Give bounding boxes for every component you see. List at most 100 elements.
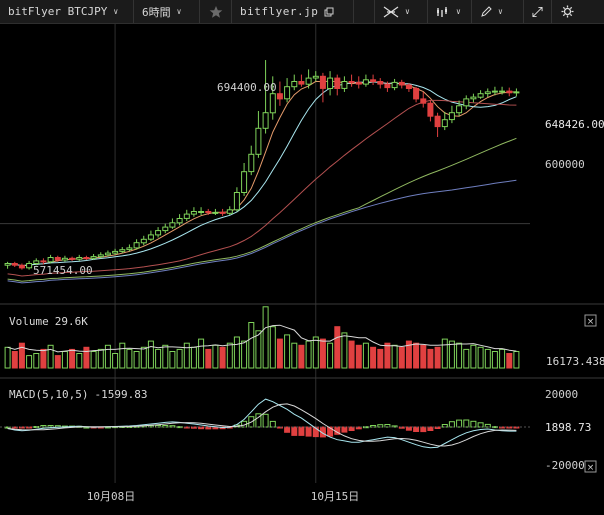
candle-body <box>54 257 61 261</box>
candle-body <box>219 211 226 214</box>
volume-last-label: 16173.438 <box>546 355 604 368</box>
macd-signal-line <box>7 403 517 447</box>
volume-bar <box>69 348 76 369</box>
macd-close-button[interactable]: × <box>584 460 597 473</box>
volume-bar <box>327 342 334 369</box>
volume-bar <box>348 340 355 369</box>
candle-body <box>355 81 362 85</box>
candle-body <box>305 77 312 85</box>
volume-bar <box>212 344 219 369</box>
volume-bar <box>54 355 61 369</box>
candle-body <box>4 263 11 266</box>
candle-body <box>233 192 240 211</box>
macd-histogram-bar <box>384 424 391 428</box>
candle-body <box>341 81 348 89</box>
candle-body <box>491 90 498 93</box>
chart-type-button[interactable]: ∨ <box>428 0 472 23</box>
chevron-down-icon: ∨ <box>498 7 503 16</box>
volume-bar <box>76 353 83 369</box>
settings-icon <box>561 5 574 18</box>
volume-bar <box>219 346 226 369</box>
candle-body <box>162 226 169 232</box>
candle-body <box>456 105 463 114</box>
volume-bar <box>427 348 434 369</box>
macd-histogram-bar <box>269 420 276 428</box>
volume-bar <box>413 342 420 369</box>
macd-title: MACD(5,10,5) -1599.83 <box>9 388 147 401</box>
chart-toolbar: bitFlyer BTCJPY ∨ 6時間 ∨ bitflyer.jp ∨ ∨ … <box>0 0 604 24</box>
candle-body <box>484 91 491 95</box>
volume-bar <box>506 353 513 369</box>
volume-bar <box>362 342 369 369</box>
candle-body <box>155 230 162 236</box>
symbol-selector[interactable]: bitFlyer BTCJPY ∨ <box>0 0 134 23</box>
ma-fast-line <box>7 80 517 267</box>
candle-body <box>405 84 412 89</box>
candle-body <box>241 171 248 193</box>
volume-bar <box>370 346 377 369</box>
volume-bar <box>119 342 126 369</box>
crosshair-button[interactable]: ∨ <box>374 0 428 23</box>
chart-canvas[interactable]: 694400.00 571454.00 648426.00 600000 Vol… <box>0 23 604 515</box>
close-icon: × <box>587 463 595 473</box>
volume-bar <box>147 340 154 369</box>
volume-bar <box>155 348 162 369</box>
volume-bar <box>391 344 398 369</box>
volume-bar <box>183 342 190 369</box>
x-tick-label: 10月15日 <box>311 490 360 503</box>
candle-body <box>33 260 40 264</box>
macd-histogram-bar <box>348 426 355 431</box>
candle-body <box>176 218 183 224</box>
macd-histogram-bar <box>470 420 477 428</box>
price-level-label: 600000 <box>545 158 585 171</box>
candle-body <box>47 257 54 263</box>
last-price-label: 648426.00 <box>545 118 604 131</box>
draw-tool-button[interactable]: ∨ <box>472 0 524 23</box>
candle-body <box>26 263 33 269</box>
candle-body <box>205 211 212 213</box>
volume-bar <box>398 346 405 369</box>
volume-bar <box>298 344 305 369</box>
site-label: bitflyer.jp <box>240 5 319 18</box>
volume-bar <box>133 351 140 369</box>
candle-body <box>334 77 341 89</box>
ma-slowest-line <box>7 179 517 284</box>
volume-bar <box>312 336 319 369</box>
settings-button[interactable] <box>552 0 583 23</box>
candle-body <box>398 81 405 86</box>
macd-histogram-bar <box>427 426 434 431</box>
chevron-down-icon: ∨ <box>456 7 461 16</box>
volume-bar <box>226 342 233 369</box>
volume-bar <box>355 344 362 369</box>
volume-bar <box>341 332 348 369</box>
candle-body <box>198 211 205 213</box>
symbol-label: bitFlyer BTCJPY <box>8 5 108 18</box>
macd-scale-bottom: -20000 <box>545 459 585 472</box>
favorite-button[interactable] <box>200 0 232 23</box>
macd-histogram-bar <box>312 426 319 438</box>
site-link[interactable]: bitflyer.jp <box>232 0 354 23</box>
volume-bar <box>405 340 412 369</box>
chart-type-icon <box>437 6 447 17</box>
candle-body <box>276 93 283 100</box>
interval-selector[interactable]: 6時間 ∨ <box>134 0 200 23</box>
volume-close-button[interactable]: × <box>584 314 597 327</box>
volume-bar <box>33 353 40 369</box>
candle-body <box>269 93 276 114</box>
macd-histogram-bar <box>327 426 334 437</box>
volume-bar <box>513 351 520 369</box>
candle-body <box>69 257 76 260</box>
volume-bar <box>377 348 384 369</box>
candle-body <box>413 88 420 100</box>
volume-bar <box>97 348 104 369</box>
candle-body <box>190 211 197 215</box>
fullscreen-button[interactable] <box>524 0 552 23</box>
candle-body <box>499 90 506 93</box>
volume-bar <box>384 342 391 369</box>
candle-body <box>248 153 255 173</box>
volume-bars <box>4 306 520 369</box>
volume-ma-line <box>7 324 517 353</box>
volume-bar <box>499 348 506 369</box>
candle-body <box>76 257 83 260</box>
candle-body <box>420 98 427 104</box>
